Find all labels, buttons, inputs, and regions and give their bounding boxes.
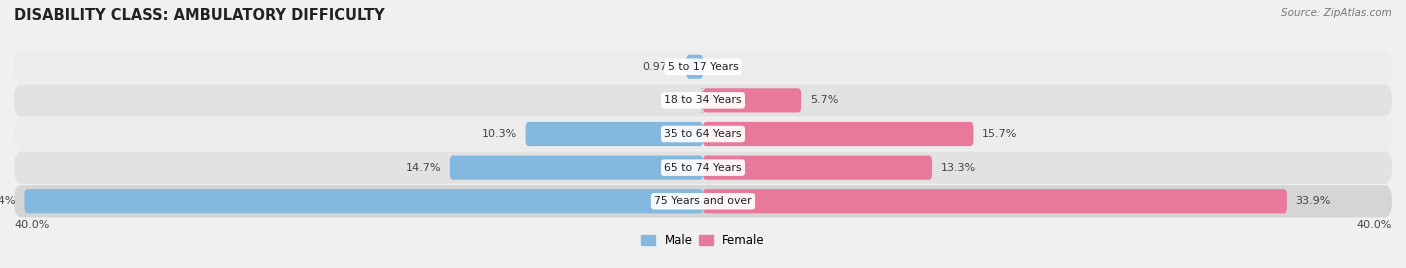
FancyBboxPatch shape [703,122,973,146]
FancyBboxPatch shape [14,185,1392,217]
FancyBboxPatch shape [14,151,1392,184]
Text: 10.3%: 10.3% [482,129,517,139]
Text: 0.97%: 0.97% [643,62,678,72]
Text: 5.7%: 5.7% [810,95,838,105]
FancyBboxPatch shape [526,122,703,146]
Text: 14.7%: 14.7% [406,163,441,173]
Text: 40.0%: 40.0% [14,220,49,230]
Legend: Male, Female: Male, Female [637,229,769,252]
Text: DISABILITY CLASS: AMBULATORY DIFFICULTY: DISABILITY CLASS: AMBULATORY DIFFICULTY [14,8,385,23]
Text: 75 Years and over: 75 Years and over [654,196,752,206]
Text: 5 to 17 Years: 5 to 17 Years [668,62,738,72]
Text: 35 to 64 Years: 35 to 64 Years [664,129,742,139]
Text: 0.0%: 0.0% [711,62,740,72]
FancyBboxPatch shape [703,88,801,113]
Text: 0.1%: 0.1% [665,95,693,105]
FancyBboxPatch shape [14,118,1392,150]
FancyBboxPatch shape [14,84,1392,117]
FancyBboxPatch shape [703,189,1286,213]
Text: 18 to 34 Years: 18 to 34 Years [664,95,742,105]
Text: 33.9%: 33.9% [1295,196,1331,206]
FancyBboxPatch shape [703,155,932,180]
Text: 39.4%: 39.4% [0,196,15,206]
FancyBboxPatch shape [450,155,703,180]
Text: 15.7%: 15.7% [981,129,1018,139]
Text: Source: ZipAtlas.com: Source: ZipAtlas.com [1281,8,1392,18]
FancyBboxPatch shape [24,189,703,213]
FancyBboxPatch shape [686,55,703,79]
Text: 65 to 74 Years: 65 to 74 Years [664,163,742,173]
Text: 40.0%: 40.0% [1357,220,1392,230]
Text: 13.3%: 13.3% [941,163,976,173]
FancyBboxPatch shape [700,88,704,113]
FancyBboxPatch shape [14,51,1392,83]
